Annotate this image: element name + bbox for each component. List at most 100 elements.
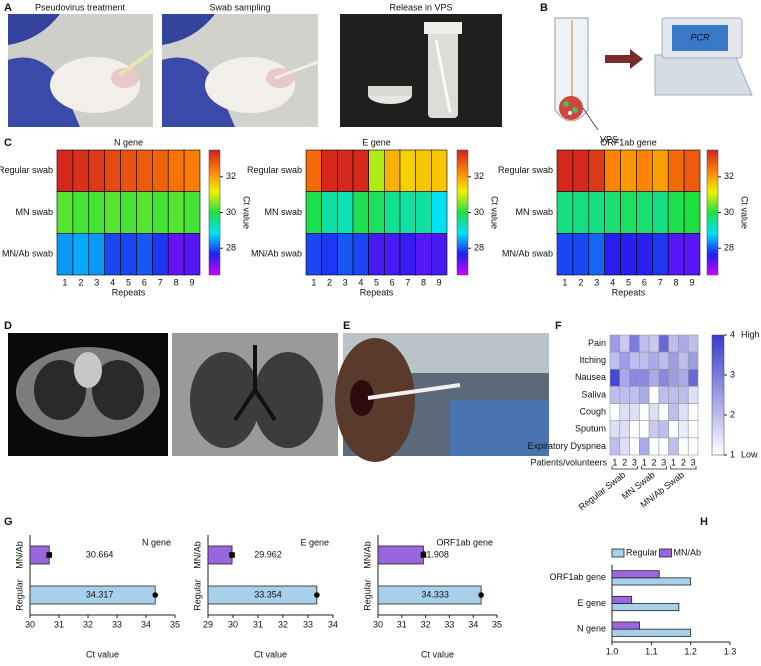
heat-cell [88, 233, 105, 276]
colorbar-tick-label: 32 [724, 171, 734, 181]
bar-chart: 29 30 31 32 33 34 Ct value E gene Regular 33.354 M… [192, 535, 338, 659]
chart-title: ORF1ab gene [600, 137, 657, 147]
colorbar-tick-label: 30 [724, 207, 734, 217]
x-tick-label: 31 [253, 619, 263, 629]
heat-cell [609, 437, 621, 456]
heat-cell [620, 149, 637, 192]
heat-cell [652, 149, 669, 192]
heat-cell [368, 233, 385, 276]
heat-cell [609, 351, 621, 370]
heat-cell [648, 437, 660, 456]
heat-cell [683, 233, 701, 276]
heat-cell [678, 368, 689, 387]
x-tick-label: 5 [374, 277, 379, 287]
colorbar [706, 149, 719, 276]
heat-cell [668, 403, 679, 422]
bar [611, 621, 640, 630]
heat-cell [609, 368, 621, 387]
point-marker [46, 552, 53, 558]
caption: Release in VPS [389, 2, 452, 12]
heat-cell [639, 437, 650, 456]
bar [611, 595, 633, 604]
colorbar-tick-label: 3 [730, 369, 735, 379]
heat-cell [120, 149, 137, 192]
y-tick-label: E gene [577, 598, 606, 608]
heat-cell [619, 420, 630, 439]
heat-cell [431, 191, 448, 234]
colorbar-label: Ct value [490, 196, 500, 229]
heat-cell [609, 420, 621, 439]
x-tick-label: 33 [303, 619, 313, 629]
x-tick-label: 32 [83, 619, 93, 629]
x-tick-label: 5 [626, 277, 631, 287]
x-tick-label: 8 [421, 277, 426, 287]
x-tick-label: 1 [612, 457, 617, 467]
heat-cell [658, 386, 669, 404]
y-tick-label: Regular [192, 579, 202, 611]
heat-cell [321, 149, 338, 192]
heat-cell [658, 437, 669, 456]
x-tick-label: 34 [141, 619, 151, 629]
heat-cell [639, 368, 650, 387]
x-tick-label: 1.1 [645, 646, 658, 656]
x-axis-label: Ct value [86, 649, 119, 659]
colorbar-tick-label: 2 [730, 409, 735, 419]
pcr-machine: PCR [654, 17, 753, 96]
heat-cell [604, 191, 621, 234]
x-tick-label: 1 [62, 277, 67, 287]
heat-cell [368, 191, 385, 234]
bar [611, 577, 692, 586]
heat-cell [604, 233, 621, 276]
x-tick-label: 2 [78, 277, 83, 287]
y-tick-label: Regular [362, 579, 372, 611]
row-label: Pain [588, 338, 606, 348]
heat-cell [56, 191, 74, 234]
x-tick-label: 34 [328, 619, 338, 629]
heat-cell [648, 386, 660, 404]
group-bracket [640, 466, 668, 470]
heat-cell [629, 420, 640, 439]
row-label: Regular swab [0, 165, 53, 175]
patient-photo [335, 333, 549, 462]
x-tick-label: 29 [203, 619, 213, 629]
legend-swatch [611, 548, 625, 558]
heat-cell [667, 191, 685, 234]
x-tick-label: 2 [622, 457, 627, 467]
x-tick-label: 6 [142, 277, 147, 287]
heat-cell [72, 191, 90, 234]
heat-cell [88, 149, 105, 192]
x-tick-label: 2 [327, 277, 332, 287]
heat-cell [337, 233, 354, 276]
panel-label: H [700, 516, 708, 528]
bar-chart: 30 31 32 33 34 35 Ct value N gene Regular 34.317 M… [14, 535, 180, 659]
x-tick-label: 8 [674, 277, 679, 287]
heat-cell [687, 420, 699, 439]
heat-cell [619, 386, 630, 404]
heat-cell [652, 191, 669, 234]
heat-cell [305, 191, 322, 234]
heat-cell [321, 191, 338, 234]
heat-cell [72, 149, 90, 192]
row-label: MN swab [15, 207, 53, 217]
heat-cell [556, 233, 574, 276]
x-tick-label: 3 [343, 277, 348, 287]
bar [207, 545, 233, 565]
colorbar [208, 149, 221, 276]
heat-cell [619, 351, 630, 370]
heat-cell [639, 386, 650, 404]
heat-cell [648, 351, 660, 370]
chart-title: N gene [142, 537, 171, 547]
heat-cell [399, 149, 416, 192]
x-axis-label: Patients/volunteers [530, 457, 607, 467]
value-label: 29.962 [254, 549, 282, 559]
point-marker [229, 552, 235, 558]
heat-cell [588, 233, 605, 276]
heat-cell [337, 191, 354, 234]
y-tick-label: Regular [14, 579, 24, 611]
x-tick-label: 7 [658, 277, 663, 287]
colorbar-tick-label: 4 [730, 329, 735, 339]
y-tick-label: MN/Ab [14, 541, 24, 569]
heat-cell [658, 368, 669, 387]
colorbar [456, 149, 469, 276]
heat-cell [167, 149, 185, 192]
